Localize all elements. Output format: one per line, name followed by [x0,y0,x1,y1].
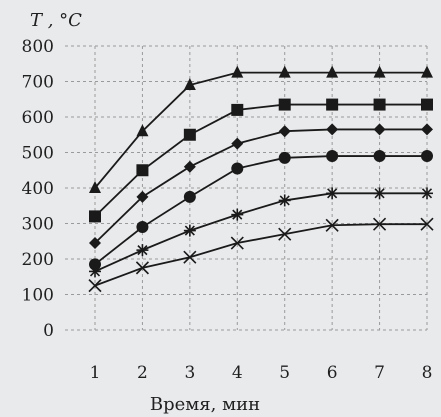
cross-marker [278,227,292,241]
series-5 [89,187,433,278]
x-tick-label: 5 [279,363,290,383]
series-line [94,223,427,287]
cross-marker [88,279,102,293]
triangle-marker [89,181,101,193]
triangle-marker [326,65,339,78]
diamond-marker [136,190,149,203]
triangle-marker [421,65,433,78]
cross-marker [183,250,197,264]
grid [65,45,428,331]
square-marker [421,98,433,111]
triangle-marker [231,65,244,78]
square-marker [373,98,386,111]
y-tick-label: 300 [22,215,54,235]
x-tick-label: 3 [184,363,195,383]
asterisk-marker [89,265,101,278]
square-marker [278,98,291,111]
asterisk-marker [231,208,244,221]
circle-marker [136,221,149,234]
asterisk-marker [278,194,291,207]
square-marker [326,98,339,111]
series-3 [89,123,433,250]
circle-marker [326,150,339,163]
asterisk-marker [136,244,149,257]
cross-marker [420,217,434,231]
y-tick-label: 400 [22,179,54,199]
cross-marker [135,261,149,275]
square-marker [183,128,196,141]
y-tick-label: 100 [22,286,54,306]
y-axis-title: T , °C [30,10,82,31]
circle-marker [373,150,386,163]
diamond-marker [373,123,386,136]
y-tick-label: 200 [22,250,54,270]
diamond-marker [278,125,291,138]
series-line [94,103,427,218]
series-2 [89,98,433,223]
series-4 [89,150,433,271]
triangle-marker [183,78,196,91]
asterisk-marker [326,187,339,200]
y-tick-label: 0 [43,321,54,341]
series-6 [88,217,434,293]
asterisk-marker [373,187,386,200]
diamond-marker [326,123,339,136]
asterisk-marker [421,187,433,200]
asterisk-marker [183,224,196,237]
circle-marker [421,150,433,163]
x-tick-label: 1 [90,363,101,383]
y-tick-label: 500 [22,144,54,164]
x-tick-label: 2 [137,363,148,383]
x-axis-title: Время, мин [150,394,260,415]
x-tick-label: 4 [232,363,243,383]
cross-marker [373,217,387,231]
triangle-marker [136,124,149,137]
diamond-marker [183,160,196,173]
x-tick-label: 6 [327,363,338,383]
y-tick-label: 600 [22,108,54,128]
series-line [94,155,427,266]
cross-marker [230,236,244,250]
triangle-marker [373,65,386,78]
y-tick-label: 800 [22,37,54,57]
square-marker [231,103,244,116]
circle-marker [183,190,196,203]
x-tick-label: 7 [374,363,385,383]
series-line [94,71,427,189]
y-tick-labels: 0 100 200 300 400 500 600 700 800 [22,37,54,341]
cross-marker [325,218,339,232]
series-line [94,128,427,244]
y-tick-label: 700 [22,73,54,93]
diamond-marker [231,137,244,150]
series-line [94,192,427,273]
x-tick-labels: 1 2 3 4 5 6 7 8 [90,363,433,383]
diamond-marker [89,237,101,250]
square-marker [89,210,101,223]
series-group [88,65,434,293]
triangle-marker [278,65,291,78]
circle-marker [278,151,291,164]
circle-marker [231,162,244,175]
diamond-marker [421,123,433,136]
square-marker [136,164,149,177]
x-tick-label: 8 [422,363,433,383]
series-1 [89,65,433,193]
